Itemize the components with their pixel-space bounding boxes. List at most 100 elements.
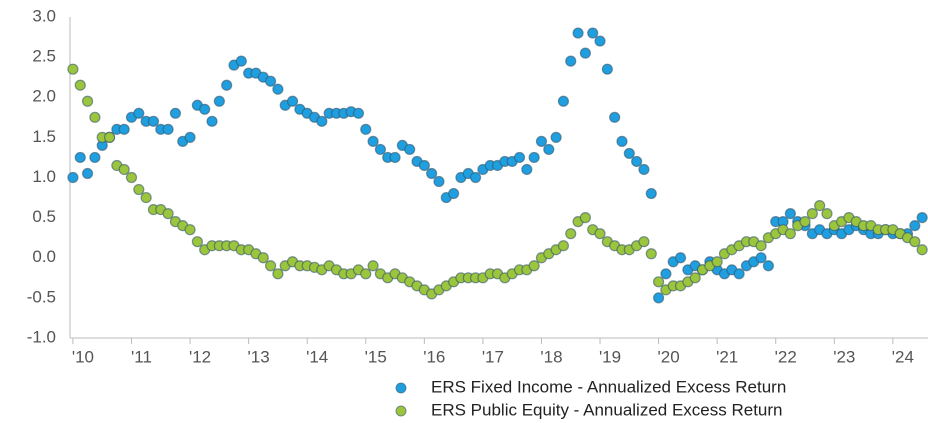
x-tick-label: '19	[599, 347, 621, 366]
point	[184, 224, 196, 236]
point	[909, 236, 921, 248]
point	[448, 187, 460, 200]
point	[660, 268, 672, 280]
point	[821, 208, 833, 220]
point	[272, 83, 284, 95]
x-tick-label: '17	[482, 347, 504, 366]
point	[118, 123, 130, 135]
point	[433, 175, 445, 188]
x-tick-label: '15	[365, 347, 387, 366]
point	[543, 143, 555, 156]
point	[733, 268, 745, 280]
point	[264, 260, 277, 272]
point	[374, 143, 387, 156]
point	[909, 220, 921, 232]
point	[235, 55, 247, 67]
point	[572, 27, 584, 39]
point	[352, 107, 365, 119]
y-tick-label: 2.0	[32, 87, 56, 106]
x-tick-label: '20	[658, 347, 680, 366]
point	[513, 151, 526, 164]
y-tick-label: -0.5	[27, 287, 56, 306]
point	[103, 131, 116, 143]
point	[594, 228, 606, 240]
point	[652, 292, 665, 304]
point	[631, 155, 643, 168]
x-tick-label: '12	[189, 347, 211, 366]
point	[389, 151, 401, 164]
point	[81, 95, 94, 107]
point	[360, 268, 372, 280]
point	[799, 216, 811, 228]
point	[916, 212, 928, 224]
point	[272, 268, 284, 280]
point	[367, 135, 379, 147]
point	[638, 236, 650, 248]
point	[638, 163, 650, 176]
y-tick-label: 1.5	[32, 127, 56, 146]
point	[89, 151, 101, 164]
point	[426, 167, 438, 180]
point	[645, 187, 657, 200]
point	[316, 115, 328, 127]
point	[579, 212, 591, 224]
point	[916, 244, 928, 256]
point	[213, 95, 225, 107]
point	[367, 260, 379, 272]
point	[601, 63, 613, 75]
point	[286, 95, 299, 107]
point	[521, 163, 533, 176]
point	[557, 95, 570, 107]
point	[89, 111, 101, 123]
point	[674, 252, 687, 264]
point	[689, 272, 701, 284]
x-tick-label: '18	[540, 347, 562, 366]
x-tick-label: '21	[716, 347, 738, 366]
x-tick-label: '22	[775, 347, 797, 366]
y-tick-label: -1.0	[27, 327, 56, 346]
legend: ERS Fixed Income - Annualized Excess Ret…	[395, 377, 786, 419]
x-tick-label: '16	[423, 347, 445, 366]
point	[147, 115, 160, 127]
point	[118, 163, 130, 176]
point	[360, 123, 372, 135]
point	[418, 159, 430, 172]
point	[528, 260, 540, 272]
x-tick-label: '14	[306, 347, 328, 366]
legend-marker	[395, 405, 407, 417]
point	[184, 131, 196, 143]
y-tick-label: 0.5	[32, 207, 56, 226]
point	[579, 47, 591, 59]
point	[550, 131, 562, 143]
point	[404, 143, 416, 156]
point	[784, 208, 796, 220]
y-tick-label: 2.5	[32, 47, 56, 66]
point	[587, 27, 599, 39]
point	[814, 199, 826, 212]
point	[623, 147, 635, 160]
point	[74, 79, 86, 91]
point	[169, 107, 182, 119]
point	[594, 35, 606, 47]
point	[133, 183, 145, 196]
point	[755, 240, 767, 252]
point	[74, 151, 86, 164]
y-tick-label: 0.0	[32, 247, 56, 266]
legend-label: ERS Fixed Income - Annualized Excess Ret…	[431, 377, 786, 396]
point	[711, 256, 723, 268]
legend-label: ERS Public Equity - Annualized Excess Re…	[431, 400, 783, 419]
point	[609, 111, 621, 123]
point	[125, 171, 138, 184]
point	[755, 252, 767, 264]
point	[469, 171, 482, 184]
x-tick-label: '11	[131, 347, 152, 366]
point	[616, 135, 628, 147]
point	[67, 171, 79, 184]
x-tick-label: '24	[892, 347, 914, 366]
point	[535, 135, 548, 147]
point	[557, 240, 570, 252]
x-tick-label: '10	[72, 347, 94, 366]
point	[565, 55, 577, 67]
legend-marker	[395, 382, 407, 394]
